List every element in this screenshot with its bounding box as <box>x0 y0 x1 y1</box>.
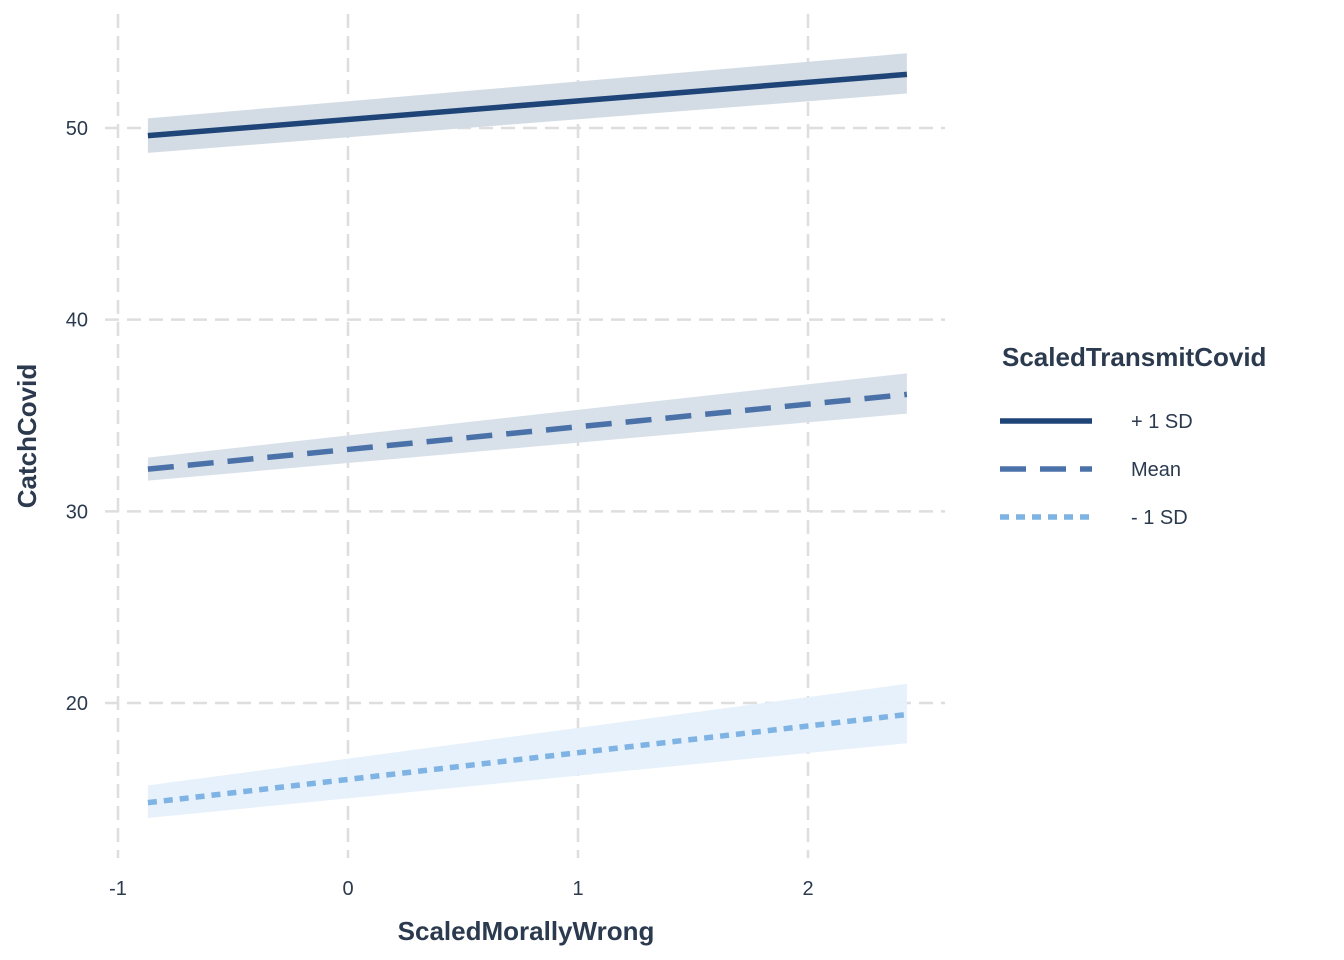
x-axis-title: ScaledMorallyWrong <box>398 916 655 946</box>
legend: ScaledTransmitCovid + 1 SD Mean - 1 SD <box>1000 342 1266 529</box>
y-tick-label: 40 <box>66 310 88 332</box>
y-tick-label: 30 <box>66 501 88 523</box>
confidence-band <box>147 373 907 481</box>
confidence-band <box>147 683 907 818</box>
legend-label: Mean <box>1131 459 1181 481</box>
series-line <box>147 391 908 472</box>
x-tick-label: 0 <box>342 878 353 900</box>
legend-label: - 1 SD <box>1131 507 1188 529</box>
legend-items: + 1 SD Mean - 1 SD <box>1000 411 1193 529</box>
x-tick-label: -1 <box>109 878 127 900</box>
y-axis-title: CatchCovid <box>12 364 42 508</box>
x-axis-ticks: -1 0 1 2 <box>109 878 813 900</box>
legend-title: ScaledTransmitCovid <box>1002 342 1266 372</box>
series-lines <box>147 71 908 806</box>
y-tick-label: 20 <box>66 693 88 715</box>
x-tick-label: 1 <box>572 878 583 900</box>
legend-label: + 1 SD <box>1131 411 1193 433</box>
x-tick-label: 2 <box>802 878 813 900</box>
y-axis-ticks: 20 30 40 50 <box>66 118 88 715</box>
y-tick-label: 50 <box>66 118 88 140</box>
series-line <box>147 71 908 139</box>
